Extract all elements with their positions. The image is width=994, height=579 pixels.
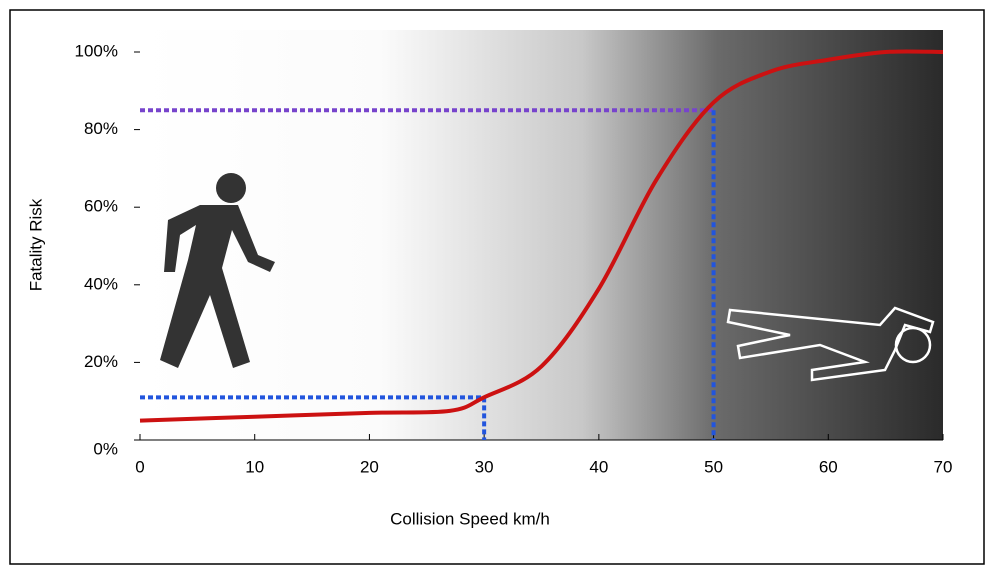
y-tick-label: 20% xyxy=(84,352,118,371)
x-tick-label: 50 xyxy=(704,457,723,476)
x-axis-title: Collision Speed km/h xyxy=(390,509,550,528)
y-tick-label: 80% xyxy=(84,119,118,138)
x-tick-label: 70 xyxy=(934,457,953,476)
y-axis-title: Fatality Risk xyxy=(26,198,45,291)
x-tick-label: 0 xyxy=(135,457,144,476)
x-tick-label: 60 xyxy=(819,457,838,476)
x-tick-label: 40 xyxy=(589,457,608,476)
x-tick-label: 30 xyxy=(475,457,494,476)
page: Fatality Risk Collision Speed km/h 0% 20%… xyxy=(0,0,994,574)
y-tick-label: 40% xyxy=(84,274,118,293)
x-tick-label: 20 xyxy=(360,457,379,476)
x-tick-label: 10 xyxy=(245,457,264,476)
y-tick-label: 100% xyxy=(75,41,118,60)
y-tick-label: 0% xyxy=(93,439,118,458)
chart: Fatality Risk Collision Speed km/h 0% 20%… xyxy=(0,0,994,574)
y-tick-label: 60% xyxy=(84,197,118,216)
